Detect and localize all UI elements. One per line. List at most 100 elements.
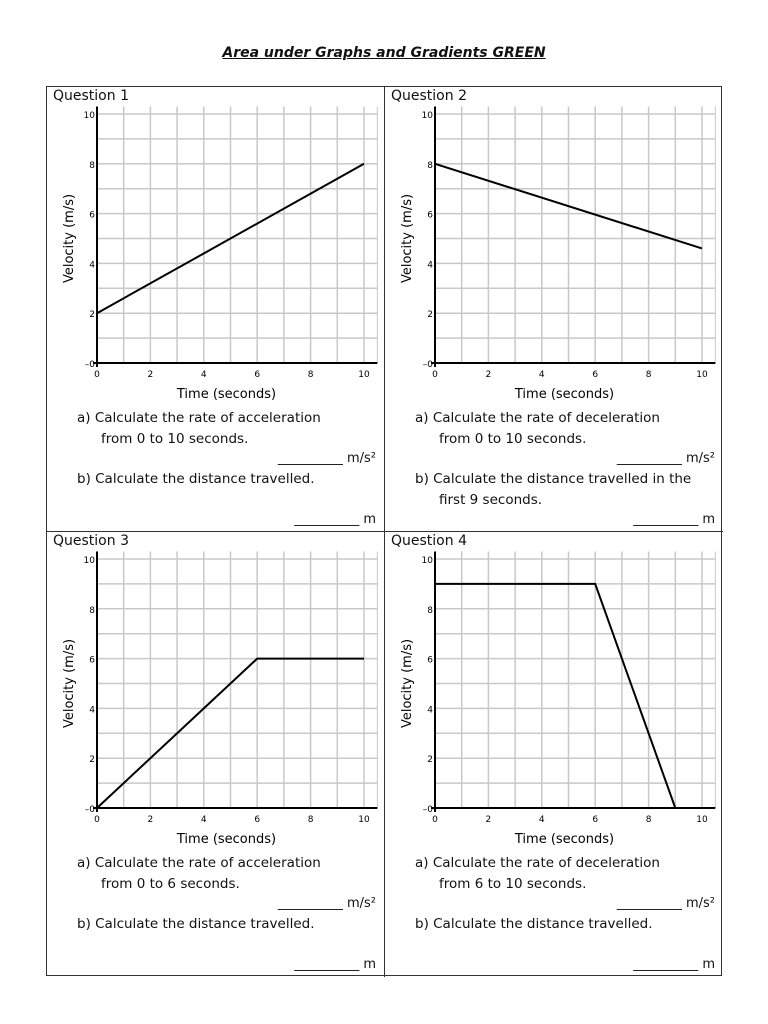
question-1-cell: Question 1 a) Calculate the rate of acce… (47, 87, 385, 532)
answer-blank-a[interactable]: __________ m/s² (616, 451, 715, 466)
part-a-line1: a) Calculate the rate of deceleration (415, 410, 660, 426)
x-tick-label: 6 (254, 370, 260, 380)
part-a-line1: a) Calculate the rate of deceleration (415, 855, 660, 871)
x-tick-label: 10 (696, 815, 708, 825)
part-b-line1: b) Calculate the distance travelled. (415, 916, 653, 932)
x-tick-label: 4 (201, 370, 207, 380)
part-a-line2: from 0 to 10 seconds. (439, 430, 587, 447)
y-tick-label: 10 (422, 111, 434, 121)
y-tick-label: 2 (427, 310, 433, 320)
x-tick-label: 6 (592, 370, 598, 380)
answer-blank-a[interactable]: __________ m/s² (277, 451, 376, 466)
y-tick-label: 4 (427, 260, 433, 270)
x-tick-label: 10 (358, 370, 370, 380)
question-part-a: a) Calculate the rate of acceleration fro… (77, 853, 382, 894)
answer-blank-b[interactable]: __________ m (294, 512, 376, 527)
question-part-b: b) Calculate the distance travelled. (415, 914, 720, 935)
x-tick-label: 8 (646, 370, 652, 380)
x-tick-label: 6 (592, 815, 598, 825)
y-tick-label: 4 (89, 705, 95, 715)
x-tick-label: 4 (539, 815, 545, 825)
part-b-line1: b) Calculate the distance travelled in t… (415, 471, 692, 487)
question-part-a: a) Calculate the rate of acceleration fro… (77, 408, 382, 449)
question-label: Question 1 (53, 88, 129, 104)
velocity-line (96, 162, 365, 315)
answer-blank-a[interactable]: __________ m/s² (616, 896, 715, 911)
y-axis-label: Velocity (m/s) (62, 194, 77, 283)
y-tick-label: 8 (427, 606, 433, 616)
x-axis-label: Time (seconds) (514, 387, 614, 402)
answer-blank-a[interactable]: __________ m/s² (277, 896, 376, 911)
x-tick-label: 8 (308, 370, 314, 380)
y-tick-label: 8 (89, 606, 95, 616)
velocity-time-graph-1: –0 2 4 6 8 10 0 2 4 6 8 10 Time (seconds) Velocity (m… (62, 106, 378, 402)
question-2-cell: Question 2 a) Calculate the rate of dece… (385, 87, 723, 532)
velocity-line (435, 582, 677, 809)
question-label: Question 4 (391, 533, 467, 549)
answer-blank-b[interactable]: __________ m (633, 957, 715, 972)
question-grid: Question 1 a) Calculate the rate of acce… (46, 86, 723, 977)
y-tick-label: 6 (427, 656, 433, 666)
x-tick-label: 2 (148, 370, 154, 380)
x-tick-label: 2 (486, 815, 492, 825)
question-part-b: b) Calculate the distance travelled. (77, 914, 382, 935)
velocity-time-graph-2: –0 2 4 6 8 10 0 2 4 6 8 10 Time (seconds) Velocity (m… (400, 106, 716, 402)
x-tick-label: 4 (201, 815, 207, 825)
part-a-line2: from 6 to 10 seconds. (439, 875, 587, 892)
part-b-line2: first 9 seconds. (439, 491, 543, 508)
question-label: Question 2 (391, 88, 467, 104)
x-axis-label: Time (seconds) (176, 832, 276, 847)
part-a-line2: from 0 to 6 seconds. (101, 875, 240, 892)
y-tick-label: 10 (422, 556, 434, 566)
question-part-b: b) Calculate the distance travelled. (77, 469, 382, 490)
y-tick-label: –0 (85, 805, 96, 815)
part-a-line2: from 0 to 10 seconds. (101, 430, 249, 447)
question-4-cell: Question 4 a) Calculate the rate of dece… (385, 532, 723, 977)
question-part-b: b) Calculate the distance travelled in t… (415, 469, 720, 510)
y-tick-label: –0 (423, 360, 434, 370)
x-tick-label: 8 (308, 815, 314, 825)
velocity-line (434, 162, 703, 250)
part-b-line1: b) Calculate the distance travelled. (77, 471, 315, 487)
y-tick-label: 2 (427, 755, 433, 765)
x-axis-label: Time (seconds) (176, 387, 276, 402)
question-part-a: a) Calculate the rate of deceleration fro… (415, 408, 720, 449)
x-axis-label: Time (seconds) (514, 832, 614, 847)
y-axis-label: Velocity (m/s) (400, 194, 415, 283)
y-tick-label: 6 (89, 211, 95, 221)
x-tick-label: 6 (254, 815, 260, 825)
y-tick-label: 8 (89, 161, 95, 171)
velocity-time-graph-3: –0 2 4 6 8 10 0 2 4 6 8 10 Time (seconds) Velocity (m… (62, 551, 378, 847)
x-tick-label: 2 (486, 370, 492, 380)
y-tick-label: 4 (89, 260, 95, 270)
question-3-cell: Question 3 a) Calculate the rate of acce… (47, 532, 385, 977)
question-part-a: a) Calculate the rate of deceleration fro… (415, 853, 720, 894)
part-b-line1: b) Calculate the distance travelled. (77, 916, 315, 932)
y-tick-label: 4 (427, 705, 433, 715)
part-a-line1: a) Calculate the rate of acceleration (77, 410, 321, 426)
answer-blank-b[interactable]: __________ m (633, 512, 715, 527)
velocity-line (96, 657, 364, 809)
x-tick-label: 0 (94, 815, 100, 825)
x-tick-label: 10 (696, 370, 708, 380)
y-tick-label: 8 (427, 161, 433, 171)
velocity-time-graph-4: –0 2 4 6 8 10 0 2 4 6 8 10 Time (seconds) Velocity (m… (400, 551, 716, 847)
x-tick-label: 0 (432, 815, 438, 825)
y-tick-label: 2 (89, 310, 95, 320)
worksheet-title: Area under Graphs and Gradients GREEN (222, 45, 546, 61)
x-tick-label: 10 (358, 815, 370, 825)
y-axis-label: Velocity (m/s) (62, 639, 77, 728)
x-tick-label: 0 (432, 370, 438, 380)
y-tick-label: 6 (89, 656, 95, 666)
part-a-line1: a) Calculate the rate of acceleration (77, 855, 321, 871)
x-tick-label: 4 (539, 370, 545, 380)
y-axis-label: Velocity (m/s) (400, 639, 415, 728)
x-tick-label: 2 (148, 815, 154, 825)
question-label: Question 3 (53, 533, 129, 549)
y-tick-label: –0 (85, 360, 96, 370)
x-tick-label: 0 (94, 370, 100, 380)
y-tick-label: 10 (84, 111, 96, 121)
answer-blank-b[interactable]: __________ m (294, 957, 376, 972)
y-tick-label: 2 (89, 755, 95, 765)
y-tick-label: –0 (423, 805, 434, 815)
